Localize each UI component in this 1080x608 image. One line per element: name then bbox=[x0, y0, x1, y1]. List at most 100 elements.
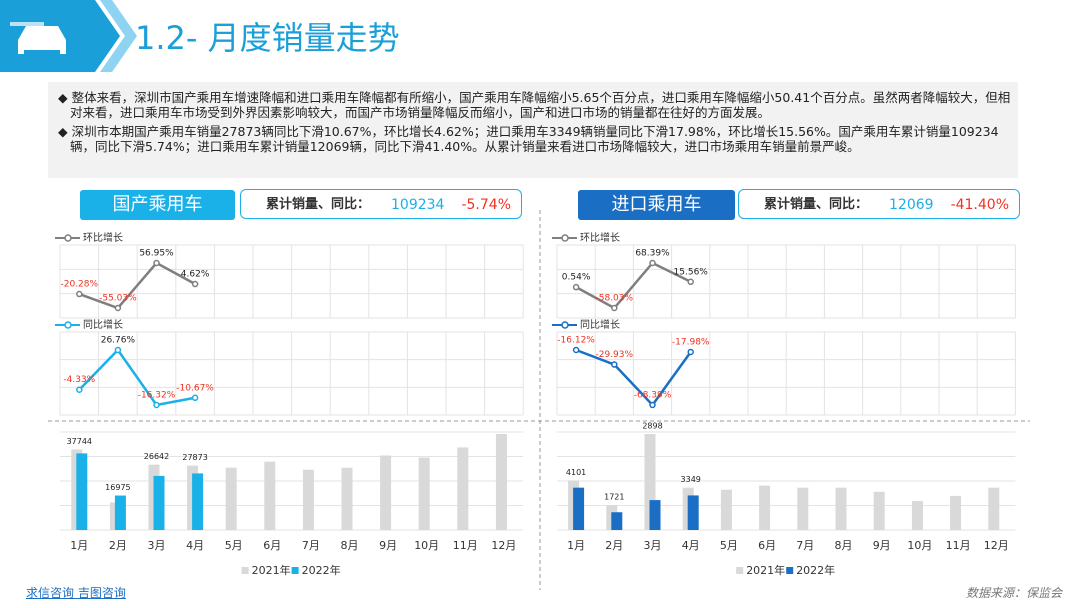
summary-label: 累计销量、同比： bbox=[266, 197, 371, 212]
x-tick-label: 2月 bbox=[109, 539, 127, 552]
legend-swatch bbox=[64, 234, 72, 242]
legend-swatch bbox=[561, 234, 569, 242]
x-tick-label: 11月 bbox=[946, 539, 971, 552]
bar bbox=[264, 461, 276, 530]
panel-tag: 进口乘用车 bbox=[578, 190, 735, 220]
legend-swatch bbox=[291, 567, 299, 574]
bar bbox=[759, 485, 771, 530]
x-tick-label: 2月 bbox=[605, 539, 623, 552]
point bbox=[76, 386, 83, 393]
bar bbox=[649, 500, 661, 530]
bar bbox=[911, 501, 923, 530]
point bbox=[611, 304, 618, 312]
link[interactable]: 吉图咨询 bbox=[77, 586, 126, 600]
x-tick-label: 12月 bbox=[491, 539, 516, 552]
line bbox=[78, 348, 196, 407]
x-tick-label: 9月 bbox=[379, 539, 397, 552]
data-label: 16975 bbox=[105, 483, 130, 492]
bar bbox=[950, 495, 962, 530]
x-tick-label: 5月 bbox=[225, 539, 243, 552]
data-label: 1721 bbox=[604, 493, 624, 502]
header-chevron bbox=[100, 0, 137, 72]
source: 数据来源：保监会 bbox=[965, 586, 1062, 600]
link[interactable]: 求信咨询 bbox=[26, 586, 75, 600]
x-tick-label: 5月 bbox=[720, 539, 738, 552]
x-tick-label: 12月 bbox=[984, 539, 1009, 552]
x-tick-label: 11月 bbox=[453, 539, 478, 552]
bar bbox=[418, 457, 430, 530]
line bbox=[78, 261, 196, 310]
bar bbox=[302, 469, 314, 530]
data-label: 26642 bbox=[144, 452, 169, 461]
point bbox=[649, 401, 656, 409]
x-tick-label: 3月 bbox=[148, 539, 166, 552]
summary-box: 累计销量、同比： 109234 -5.74% bbox=[240, 189, 522, 219]
bar bbox=[495, 434, 507, 530]
data-label: 2898 bbox=[642, 422, 662, 431]
data-label: 56.95% bbox=[139, 249, 174, 259]
bar bbox=[797, 487, 809, 530]
point bbox=[611, 361, 618, 368]
point bbox=[191, 394, 199, 402]
bar bbox=[611, 512, 623, 530]
x-tick-label: 4月 bbox=[186, 539, 204, 552]
data-label: 27873 bbox=[182, 453, 207, 462]
legend-label: 2021年 bbox=[252, 563, 291, 577]
legend-label: 2021年 bbox=[746, 563, 785, 577]
point bbox=[191, 280, 199, 288]
total: 12069 bbox=[889, 197, 934, 213]
summary-text: ◆ 整体来看，深圳市国产乘用车增速降幅和进口乘用车降幅都有所缩小，国产乘用车降幅… bbox=[48, 82, 1018, 178]
legend-label: 2022年 bbox=[796, 563, 835, 577]
x-tick-label: 8月 bbox=[835, 539, 853, 552]
panel-tag: 国产乘用车 bbox=[80, 190, 235, 220]
data-label: -10.67% bbox=[176, 383, 214, 393]
x-tick-label: 8月 bbox=[341, 539, 359, 552]
bar bbox=[573, 487, 585, 530]
data-label: -16.32% bbox=[138, 391, 176, 401]
x-tick-label: 9月 bbox=[873, 539, 891, 552]
point bbox=[153, 401, 160, 409]
data-label: 15.56% bbox=[674, 267, 709, 277]
bar bbox=[687, 495, 699, 530]
total: 109234 bbox=[391, 197, 445, 213]
line bbox=[575, 261, 692, 310]
change: -41.40% bbox=[950, 197, 1009, 213]
x-tick-label: 6月 bbox=[263, 539, 281, 552]
data-label: -29.93% bbox=[596, 350, 634, 360]
x-tick-label: 7月 bbox=[302, 539, 320, 552]
bar bbox=[192, 473, 204, 530]
legend-swatch bbox=[64, 321, 72, 329]
bar bbox=[380, 455, 392, 530]
legend-swatch bbox=[736, 567, 744, 574]
x-tick-label: 4月 bbox=[682, 539, 700, 552]
legend-label: 环比增长 bbox=[83, 231, 123, 244]
summary-label: 累计销量、同比： bbox=[764, 197, 869, 212]
x-tick-label: 3月 bbox=[644, 539, 662, 552]
bullet: ◆ 整体来看，深圳市国产乘用车增速降幅和进口乘用车降幅都有所缩小，国产乘用车降幅… bbox=[58, 90, 1011, 120]
data-label: -16.12% bbox=[557, 336, 595, 346]
x-tick-label: 6月 bbox=[758, 539, 776, 552]
page-title: 1.2- 月度销量走势 bbox=[135, 19, 400, 57]
legend-swatch bbox=[786, 567, 794, 574]
point bbox=[76, 290, 83, 298]
point bbox=[687, 348, 694, 356]
data-label: -55.03% bbox=[99, 294, 137, 304]
bar bbox=[720, 489, 732, 530]
x-tick-label: 1月 bbox=[70, 539, 88, 552]
legend-swatch bbox=[241, 567, 249, 574]
point bbox=[572, 346, 580, 354]
data-label: 26.76% bbox=[101, 336, 136, 346]
bar bbox=[114, 495, 126, 530]
point bbox=[114, 304, 122, 312]
bar bbox=[225, 467, 237, 530]
data-label: 37744 bbox=[67, 437, 92, 446]
point bbox=[649, 259, 656, 267]
x-tick-label: 7月 bbox=[796, 539, 814, 552]
data-label: 0.54% bbox=[562, 273, 591, 283]
legend-label: 同比增长 bbox=[580, 318, 620, 331]
data-label: -17.98% bbox=[672, 337, 710, 347]
bar bbox=[76, 453, 88, 530]
line bbox=[575, 348, 692, 407]
